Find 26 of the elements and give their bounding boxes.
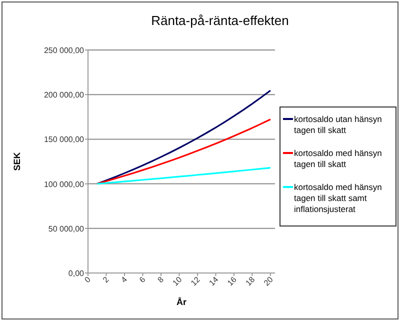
- chart-title: Ränta-på-ränta-effekten: [151, 13, 289, 28]
- x-tick-label: 14: [207, 274, 221, 288]
- x-tick-label: 2: [101, 274, 112, 285]
- line-series: [96, 118, 272, 185]
- x-tick-label: 20: [262, 274, 276, 288]
- y-tick-label: 200 000,00: [44, 90, 85, 100]
- y-tick-label: 0,00: [68, 269, 85, 278]
- x-tick-label: 6: [138, 274, 148, 285]
- y-tick-label: 250 000,00: [44, 46, 85, 55]
- x-tick-label: 8: [156, 274, 166, 285]
- y-tick-label: 100 000,00: [44, 180, 85, 189]
- x-tick-label: 18: [244, 274, 257, 288]
- line-series: [96, 90, 272, 185]
- y-tick-label: 150 000,00: [44, 135, 85, 144]
- x-tick-label: 16: [226, 274, 239, 288]
- legend-label: kortosaldo med hänsyn tagen till skatt: [294, 148, 382, 169]
- legend-label: kortosaldo utan hänsyn tagen till skatt: [294, 114, 382, 135]
- y-tick-label: 50 000,00: [48, 224, 85, 234]
- x-tick-label: 10: [170, 274, 184, 288]
- x-tick-label: 12: [189, 274, 202, 288]
- y-axis-title: SEK: [12, 152, 22, 171]
- x-axis-title: År: [176, 297, 187, 307]
- line-series: [96, 167, 272, 185]
- x-tick-label: 4: [119, 274, 130, 285]
- x-tick-label: 0: [82, 274, 93, 285]
- legend-label: kortosaldo med hänsyn tagen till skatt samt inflationsjusterat: [294, 182, 382, 214]
